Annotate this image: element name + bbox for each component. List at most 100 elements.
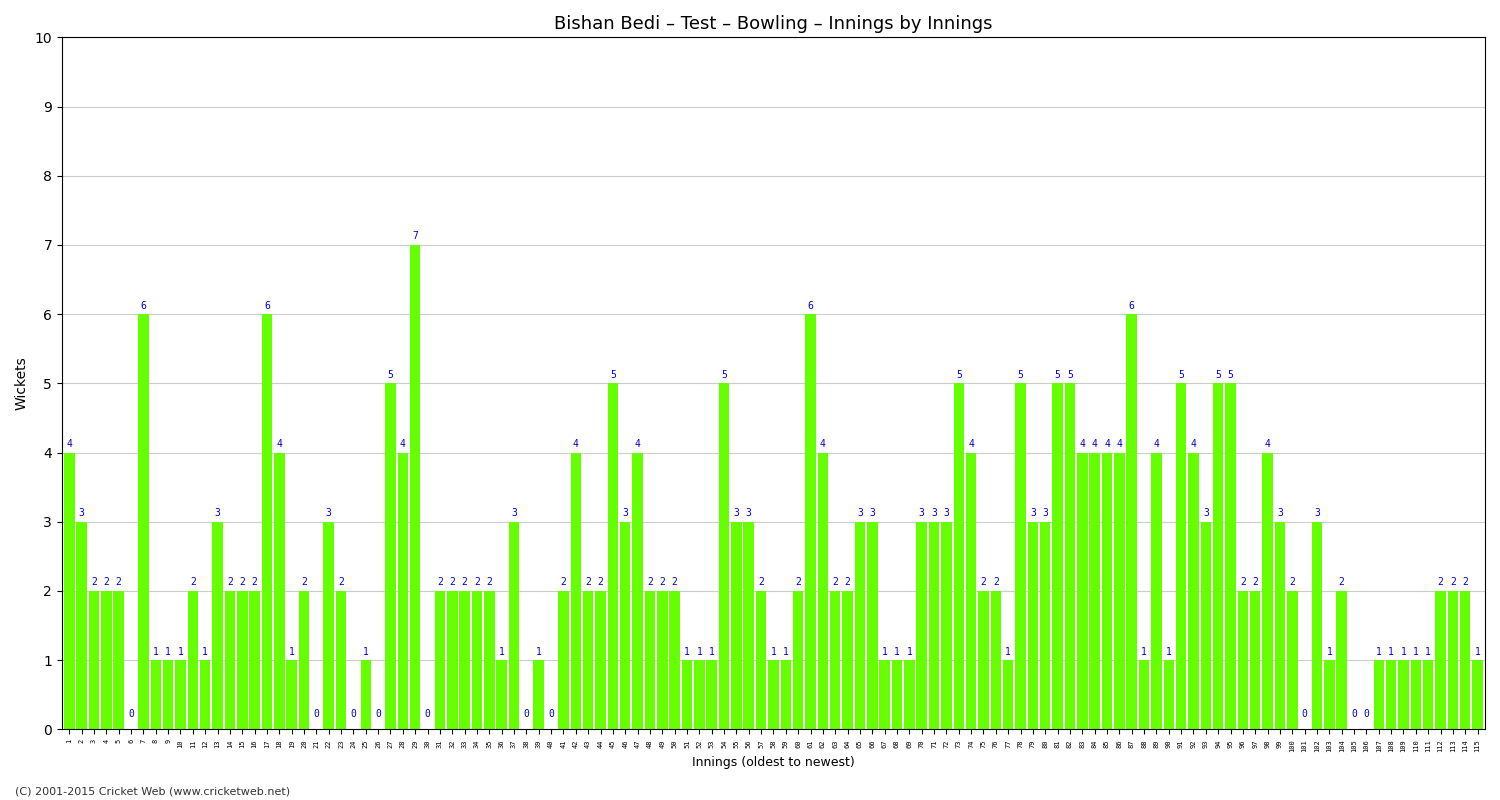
Bar [940, 522, 951, 730]
Text: 1: 1 [906, 646, 912, 657]
Bar [694, 660, 705, 730]
Bar [348, 719, 358, 730]
Text: 4: 4 [968, 439, 974, 449]
Bar [1410, 660, 1420, 730]
Bar [966, 453, 976, 730]
Bar [928, 522, 939, 730]
Bar [1448, 591, 1458, 730]
Text: 4: 4 [1154, 439, 1160, 449]
Text: 1: 1 [684, 646, 690, 657]
Bar [435, 591, 445, 730]
Bar [150, 660, 160, 730]
Bar [176, 660, 186, 730]
Bar [398, 453, 408, 730]
Text: 5: 5 [1066, 370, 1072, 380]
Bar [818, 453, 828, 730]
Bar [645, 591, 656, 730]
Text: 1: 1 [1474, 646, 1480, 657]
Text: 6: 6 [807, 301, 813, 310]
Bar [669, 591, 680, 730]
Text: 3: 3 [932, 508, 938, 518]
Text: 2: 2 [462, 578, 468, 587]
Text: 4: 4 [1264, 439, 1270, 449]
Text: 1: 1 [1142, 646, 1148, 657]
Bar [274, 453, 285, 730]
Bar [1028, 522, 1038, 730]
Text: 2: 2 [646, 578, 652, 587]
Bar [459, 591, 470, 730]
Text: 1: 1 [202, 646, 208, 657]
Text: 0: 0 [1352, 709, 1358, 719]
Text: 1: 1 [153, 646, 159, 657]
Text: 1: 1 [1005, 646, 1011, 657]
Text: 1: 1 [696, 646, 702, 657]
Bar [916, 522, 927, 730]
Bar [780, 660, 790, 730]
Title: Bishan Bedi – Test – Bowling – Innings by Innings: Bishan Bedi – Test – Bowling – Innings b… [554, 15, 993, 33]
Text: 6: 6 [1130, 301, 1134, 310]
Text: 3: 3 [920, 508, 924, 518]
Bar [978, 591, 988, 730]
Text: 3: 3 [78, 508, 84, 518]
Text: 4: 4 [634, 439, 640, 449]
Text: (C) 2001-2015 Cricket Web (www.cricketweb.net): (C) 2001-2015 Cricket Web (www.cricketwe… [15, 786, 290, 796]
Text: 1: 1 [771, 646, 777, 657]
Bar [904, 660, 915, 730]
Text: 2: 2 [1462, 578, 1468, 587]
Bar [1424, 660, 1434, 730]
Text: 2: 2 [226, 578, 232, 587]
Bar [520, 719, 531, 730]
Text: 1: 1 [536, 646, 542, 657]
Bar [360, 660, 370, 730]
Text: 1: 1 [288, 646, 294, 657]
Bar [546, 719, 556, 730]
Bar [744, 522, 754, 730]
Bar [794, 591, 804, 730]
Bar [100, 591, 111, 730]
Y-axis label: Wickets: Wickets [15, 357, 28, 410]
Text: 2: 2 [240, 578, 244, 587]
Text: 3: 3 [622, 508, 628, 518]
Bar [1188, 453, 1198, 730]
Text: 2: 2 [450, 578, 454, 587]
Bar [706, 660, 717, 730]
Bar [1360, 719, 1371, 730]
Bar [76, 522, 87, 730]
Text: 5: 5 [1215, 370, 1221, 380]
Text: 4: 4 [821, 439, 827, 449]
Text: 1: 1 [1166, 646, 1172, 657]
Text: 5: 5 [722, 370, 728, 380]
Bar [1101, 453, 1112, 730]
Bar [1150, 453, 1161, 730]
Bar [954, 383, 964, 730]
Text: 3: 3 [856, 508, 862, 518]
Bar [1138, 660, 1149, 730]
Bar [730, 522, 741, 730]
Text: 4: 4 [573, 439, 579, 449]
Text: 3: 3 [1030, 508, 1036, 518]
Text: 4: 4 [1116, 439, 1122, 449]
Text: 7: 7 [413, 231, 419, 242]
Bar [1311, 522, 1322, 730]
Text: 4: 4 [1092, 439, 1098, 449]
Text: 3: 3 [746, 508, 752, 518]
Bar [1004, 660, 1014, 730]
Text: 0: 0 [1302, 709, 1308, 719]
Text: 2: 2 [486, 578, 492, 587]
Bar [620, 522, 630, 730]
Bar [1214, 383, 1224, 730]
Bar [1040, 522, 1050, 730]
Bar [1460, 591, 1470, 730]
Bar [534, 660, 544, 730]
Text: 3: 3 [1042, 508, 1048, 518]
Text: 2: 2 [795, 578, 801, 587]
Text: 3: 3 [944, 508, 950, 518]
Bar [891, 660, 902, 730]
Bar [633, 453, 644, 730]
Bar [1238, 591, 1248, 730]
Text: 2: 2 [474, 578, 480, 587]
Bar [423, 719, 433, 730]
Text: 2: 2 [104, 578, 110, 587]
Bar [336, 591, 346, 730]
Bar [200, 660, 210, 730]
